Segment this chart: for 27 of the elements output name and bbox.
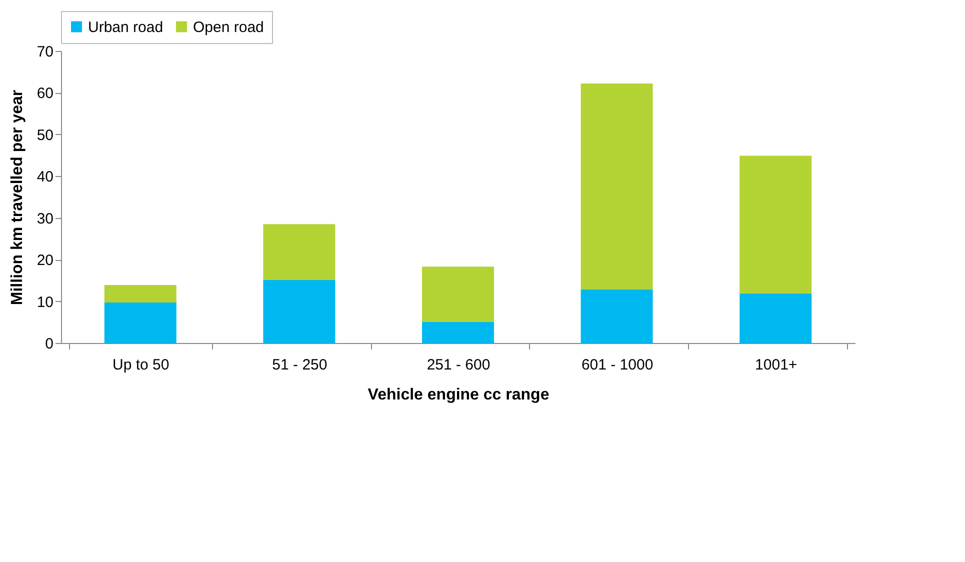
bar [422, 322, 494, 343]
y-tick-label: 20 [36, 252, 54, 270]
x-tick-label: 251 - 600 [426, 356, 490, 374]
y-tick-label: 30 [36, 210, 54, 228]
y-tick-label: 70 [36, 44, 54, 60]
x-tick-label: 51 - 250 [272, 356, 328, 374]
y-tick-label: 60 [36, 85, 54, 102]
bar [422, 266, 494, 322]
y-tick-label: 40 [36, 168, 54, 186]
y-tick-label: 10 [36, 294, 54, 311]
x-axis-title: Vehicle engine cc range [368, 386, 550, 404]
x-tick-label: 1001+ [755, 356, 798, 374]
bar [740, 293, 812, 343]
legend-label: Open road [193, 18, 264, 36]
bar [104, 285, 176, 303]
y-tick-label: 50 [36, 126, 54, 144]
legend-label: Urban road [88, 18, 164, 36]
bar [263, 224, 336, 280]
bar [104, 302, 176, 343]
bar [740, 156, 812, 294]
bar [263, 280, 336, 343]
bar [580, 84, 653, 290]
bar [580, 289, 653, 343]
y-tick-label: 0 [45, 336, 54, 352]
x-tick-label: Up to 50 [112, 356, 170, 374]
x-tick-label: 601 - 1000 [581, 356, 654, 374]
y-axis-title: Million km travelled per year [8, 90, 26, 306]
